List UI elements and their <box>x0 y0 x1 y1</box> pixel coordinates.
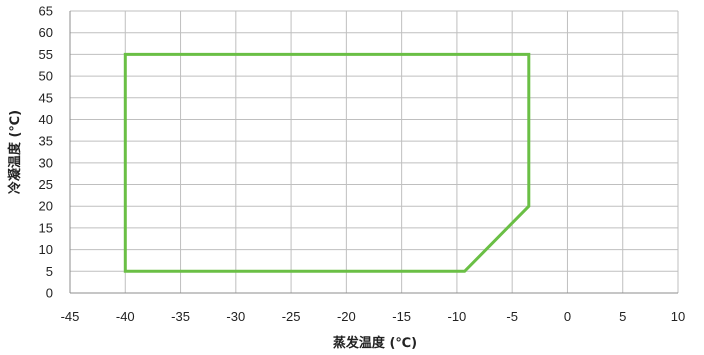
y-tick-label: 35 <box>39 134 53 149</box>
y-tick-label: 20 <box>39 199 53 214</box>
tick-labels: -45 -40 -35 -30 -25 -20 -15 -10 -5 0 5 10 0 5 10 15 20 25… <box>39 4 686 325</box>
y-tick-label: 45 <box>39 90 53 105</box>
x-tick-label: -25 <box>282 309 301 324</box>
x-tick-label: -30 <box>226 309 245 324</box>
y-tick-label: 5 <box>46 264 53 279</box>
x-tick-label: -5 <box>506 309 518 324</box>
x-axis-title: 蒸发温度 (℃) <box>333 335 417 351</box>
x-tick-label: 5 <box>619 309 626 324</box>
x-tick-label: -20 <box>337 309 356 324</box>
x-tick-label: -10 <box>448 309 467 324</box>
series-layer <box>123 52 531 273</box>
y-tick-label: 50 <box>39 69 53 84</box>
y-tick-label: 60 <box>39 25 53 40</box>
y-tick-label: 30 <box>39 155 53 170</box>
x-tick-label: 10 <box>671 309 685 324</box>
y-tick-label: 25 <box>39 177 53 192</box>
x-tick-label: 0 <box>564 309 571 324</box>
y-tick-label: 0 <box>46 286 53 301</box>
y-tick-label: 15 <box>39 220 53 235</box>
x-tick-label: -40 <box>116 309 135 324</box>
y-tick-label: 10 <box>39 242 53 257</box>
x-tick-label: -35 <box>171 309 190 324</box>
x-tick-label: -45 <box>61 309 80 324</box>
operating-envelope-line <box>123 52 531 273</box>
axes <box>69 11 678 294</box>
y-axis-title: 冷凝温度 (℃) <box>7 110 23 194</box>
x-tick-label: -15 <box>392 309 411 324</box>
y-tick-label: 40 <box>39 112 53 127</box>
y-tick-label: 55 <box>39 47 53 62</box>
y-tick-label: 65 <box>39 4 53 19</box>
